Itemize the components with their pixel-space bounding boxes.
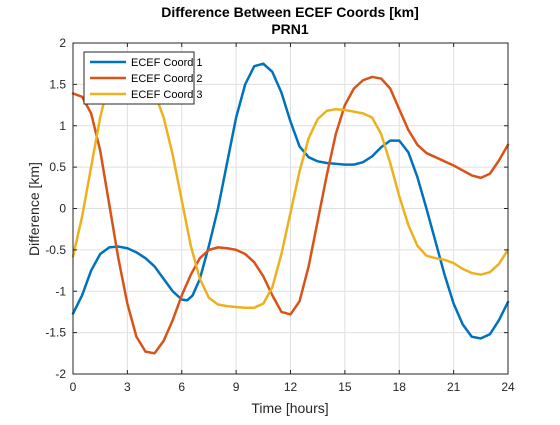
legend-label: ECEF Coord 3 — [131, 89, 203, 101]
y-axis-label: Difference [km] — [26, 162, 42, 256]
y-tick-label: 0 — [59, 202, 66, 216]
x-tick-label: 3 — [124, 380, 131, 394]
x-tick-label: 21 — [447, 380, 461, 394]
y-tick-label: 2 — [59, 36, 66, 50]
x-tick-label: 24 — [501, 380, 515, 394]
y-tick-label: -2 — [55, 367, 66, 381]
x-tick-label: 18 — [393, 380, 407, 394]
x-axis-label: Time [hours] — [251, 400, 328, 416]
x-tick-label: 0 — [70, 380, 77, 394]
chart-subtitle: PRN1 — [271, 21, 309, 37]
y-tick-label: -1 — [55, 284, 66, 298]
x-tick-label: 6 — [178, 380, 185, 394]
x-tick-label: 12 — [284, 380, 298, 394]
y-tick-label: 1 — [59, 119, 66, 133]
y-tick-label: 1.5 — [49, 77, 66, 91]
chart-title: Difference Between ECEF Coords [km] — [161, 4, 419, 20]
y-tick-label: 0.5 — [49, 160, 66, 174]
y-tick-label: -1.5 — [45, 326, 66, 340]
plot-layer: 0 3 6 9 12 15 18 21 24 -2 -1.5 -1 -0.5 0 0.5 1 1.5 2 ECEF … — [45, 36, 515, 394]
legend-label: ECEF Coord 1 — [131, 57, 203, 69]
series-line-ecef-coord-1 — [71, 62, 510, 340]
x-tick-label: 15 — [338, 380, 352, 394]
series-line-ecef-coord-2 — [71, 75, 510, 355]
y-tick-label: -0.5 — [45, 243, 66, 257]
legend-label: ECEF Coord 2 — [131, 73, 203, 85]
x-tick-label: 9 — [233, 380, 240, 394]
